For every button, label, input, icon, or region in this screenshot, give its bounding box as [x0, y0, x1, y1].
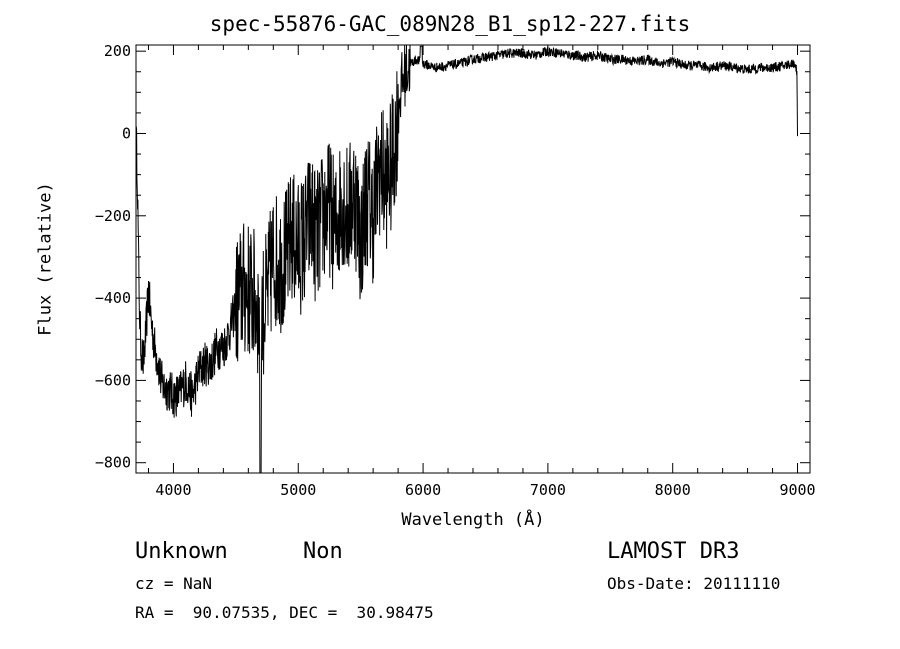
x-tick-label: 4000 — [155, 481, 191, 499]
x-tick-label: 6000 — [405, 481, 441, 499]
object-class: Unknown — [135, 539, 228, 564]
y-tick-label: 200 — [104, 42, 131, 60]
x-axis-label: Wavelength (Å) — [401, 510, 545, 530]
x-tick-label: 9000 — [779, 481, 815, 499]
ra-dec-coordinates: RA = 90.07535, DEC = 30.98475 — [135, 603, 434, 622]
y-tick-label: −600 — [95, 371, 131, 389]
x-tick-label: 7000 — [530, 481, 566, 499]
axis-tick-labels: 4000 5000 6000 7000 8000 9000 −800 −600 −400 −200… — [95, 42, 816, 499]
x-tick-label: 5000 — [280, 481, 316, 499]
survey-name: LAMOST DR3 — [607, 539, 740, 564]
y-axis-label: Flux (relative) — [35, 182, 56, 336]
x-tick-label: 8000 — [655, 481, 691, 499]
chart-title: spec-55876-GAC_089N28_B1_sp12-227.fits — [209, 12, 691, 36]
object-subclass: Non — [303, 539, 343, 564]
y-tick-label: −800 — [95, 454, 131, 472]
y-tick-label: −400 — [95, 289, 131, 307]
series-line — [135, 44, 798, 474]
observation-date: Obs-Date: 20111110 — [607, 574, 781, 593]
y-tick-label: −200 — [95, 207, 131, 225]
y-tick-label: 0 — [122, 124, 131, 142]
redshift-cz: cz = NaN — [135, 574, 213, 593]
